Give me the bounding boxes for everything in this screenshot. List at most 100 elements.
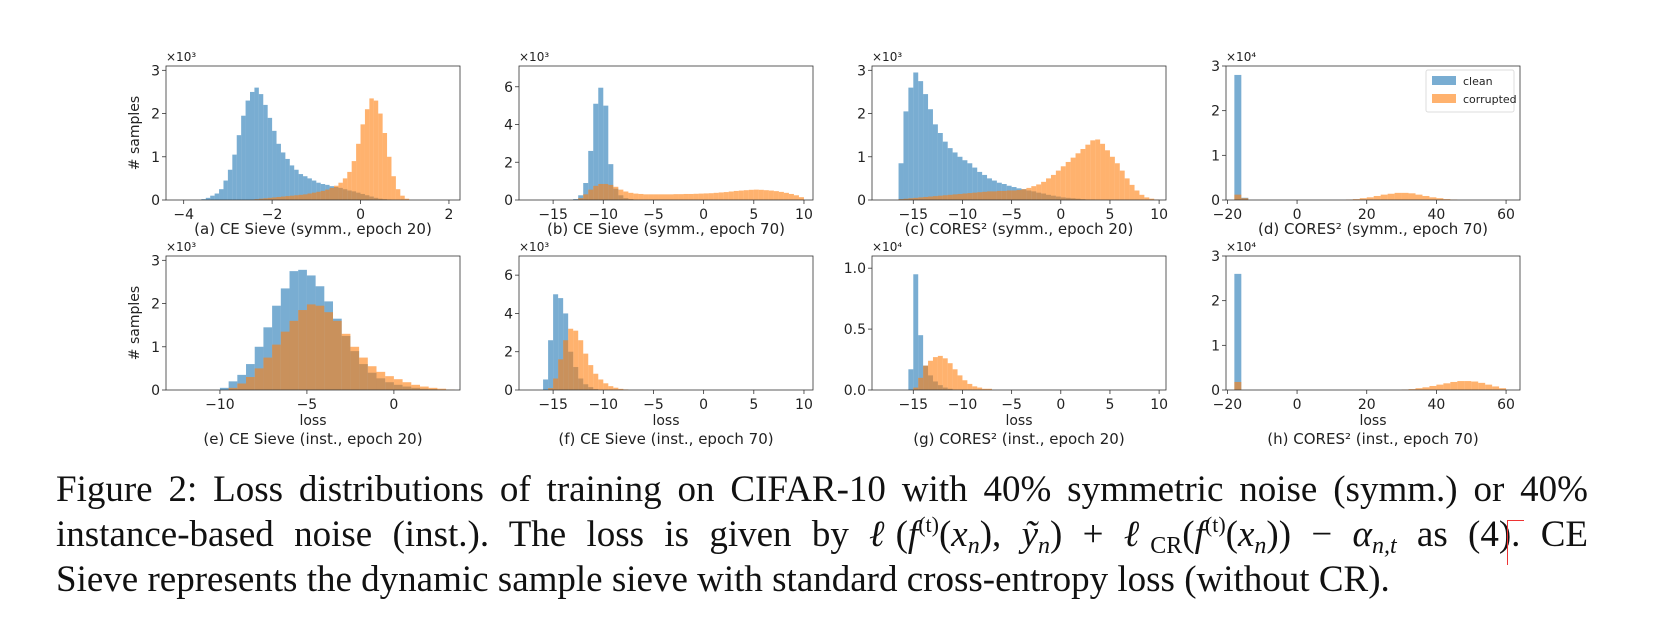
bar-clean bbox=[276, 143, 281, 200]
bar-clean bbox=[280, 152, 286, 200]
bar-corrupted bbox=[378, 113, 383, 200]
bar-clean bbox=[548, 340, 554, 390]
x-axis-label: loss bbox=[1005, 413, 1032, 429]
bar-clean bbox=[227, 169, 233, 200]
bar-corrupted bbox=[788, 193, 794, 200]
bar-corrupted bbox=[972, 192, 978, 200]
y-axis-label: # samples bbox=[127, 286, 143, 360]
caption-line-2-suffix: as (4). CE bbox=[1396, 514, 1588, 555]
bar-corrupted bbox=[603, 383, 609, 390]
x-tick-label: −5 bbox=[1001, 207, 1022, 223]
x-tick-label: −5 bbox=[643, 207, 664, 223]
bar-clean bbox=[952, 152, 958, 200]
bar-corrupted bbox=[419, 386, 429, 390]
bar-corrupted bbox=[1065, 161, 1071, 200]
bar-corrupted bbox=[673, 194, 679, 200]
bar-corrupted bbox=[793, 195, 799, 200]
bar-corrupted bbox=[267, 197, 273, 200]
bar-clean bbox=[588, 150, 594, 200]
bar-corrupted bbox=[307, 193, 312, 200]
bar-corrupted bbox=[688, 193, 694, 200]
panel-g: −15 −10 −5 0 5 10 0.0 0.5 1.0 ×10⁴ (g) CORES² (ins… bbox=[844, 240, 1168, 448]
bar-corrupted bbox=[402, 382, 412, 390]
bar-corrupted bbox=[753, 189, 759, 200]
bar-clean bbox=[573, 199, 579, 200]
bar-corrupted bbox=[360, 124, 365, 200]
bar-clean bbox=[307, 178, 312, 200]
bars bbox=[1234, 74, 1458, 200]
axes-frame bbox=[165, 65, 461, 201]
bar-corrupted bbox=[1394, 192, 1402, 200]
bar-corrupted bbox=[588, 365, 594, 390]
bar-corrupted bbox=[272, 344, 281, 390]
bar-corrupted bbox=[1070, 157, 1076, 200]
x-tick-label: 40 bbox=[1427, 207, 1445, 223]
y-tick-label: 2 bbox=[504, 155, 513, 171]
bar-corrupted bbox=[263, 198, 268, 200]
bar-corrupted bbox=[254, 199, 259, 200]
bar-clean bbox=[219, 387, 229, 390]
panel-f: −15 −10 −5 0 5 10 0 2 4 6 ×10³ (f) CE Sieve (inst.,… bbox=[504, 240, 814, 448]
x-tick-label: −10 bbox=[589, 397, 619, 413]
y-tick-label: 0 bbox=[1211, 383, 1220, 399]
bar-corrupted bbox=[1105, 150, 1110, 200]
bar-corrupted bbox=[928, 196, 933, 200]
bar-clean bbox=[553, 294, 559, 390]
y-tick-label: 6 bbox=[504, 268, 513, 284]
x-axis-label: loss bbox=[299, 413, 326, 429]
x-tick-label: 10 bbox=[795, 207, 813, 223]
bar-corrupted bbox=[1450, 381, 1458, 390]
bar-corrupted bbox=[1422, 195, 1430, 200]
axes-frame bbox=[518, 65, 814, 201]
bar-corrupted bbox=[733, 190, 739, 200]
bar-corrupted bbox=[382, 133, 388, 200]
axes-frame bbox=[1225, 65, 1521, 201]
y-tick-label: 2 bbox=[504, 345, 513, 361]
x-tick-label: 60 bbox=[1497, 207, 1515, 223]
y-tick-label: 0 bbox=[504, 383, 513, 399]
bar-corrupted bbox=[316, 191, 321, 200]
bar-corrupted bbox=[411, 384, 420, 390]
x-tick-label: −15 bbox=[899, 397, 929, 413]
bar-clean bbox=[967, 163, 973, 200]
bar-corrupted bbox=[303, 194, 308, 200]
bar-corrupted bbox=[329, 187, 334, 200]
bar-corrupted bbox=[608, 386, 614, 390]
bar-corrupted bbox=[982, 191, 988, 200]
y-tick-label: 3 bbox=[151, 63, 160, 79]
y-tick-label: 3 bbox=[151, 253, 160, 269]
subcaption: (e) CE Sieve (inst., epoch 20) bbox=[203, 430, 422, 448]
bar-corrupted bbox=[1429, 385, 1437, 390]
bar-clean bbox=[913, 274, 919, 390]
bar-clean bbox=[311, 180, 317, 200]
bar-clean bbox=[1234, 273, 1242, 390]
caption-line-1: Figure 2: Loss distributions of training… bbox=[56, 469, 1588, 510]
y-multiplier: ×10³ bbox=[519, 240, 549, 254]
bar-corrupted bbox=[237, 383, 247, 390]
bar-clean bbox=[578, 195, 584, 200]
bar-clean bbox=[263, 104, 268, 200]
bar-corrupted bbox=[618, 189, 624, 200]
y-multiplier: ×10⁴ bbox=[1226, 50, 1256, 64]
bar-corrupted bbox=[653, 194, 659, 200]
y-tick-label: 0 bbox=[857, 193, 866, 209]
bar-clean bbox=[977, 171, 983, 200]
bar-corrupted bbox=[1031, 186, 1037, 200]
bar-corrupted bbox=[703, 193, 709, 200]
bar-clean bbox=[937, 133, 943, 200]
bar-corrupted bbox=[1026, 187, 1032, 200]
bar-corrupted bbox=[898, 199, 904, 200]
y-tick-label: 0 bbox=[151, 383, 160, 399]
bar-corrupted bbox=[254, 368, 264, 390]
y-tick-label: 0 bbox=[1211, 193, 1220, 209]
y-tick-label: 0 bbox=[504, 193, 513, 209]
x-tick-label: 0 bbox=[1293, 397, 1302, 413]
bar-clean bbox=[258, 94, 264, 200]
bar-corrupted bbox=[718, 192, 724, 200]
bar-corrupted bbox=[333, 320, 342, 390]
y-multiplier: ×10⁴ bbox=[872, 240, 902, 254]
bar-corrupted bbox=[693, 193, 699, 200]
bar-clean bbox=[543, 379, 549, 390]
bar-corrupted bbox=[928, 360, 933, 390]
